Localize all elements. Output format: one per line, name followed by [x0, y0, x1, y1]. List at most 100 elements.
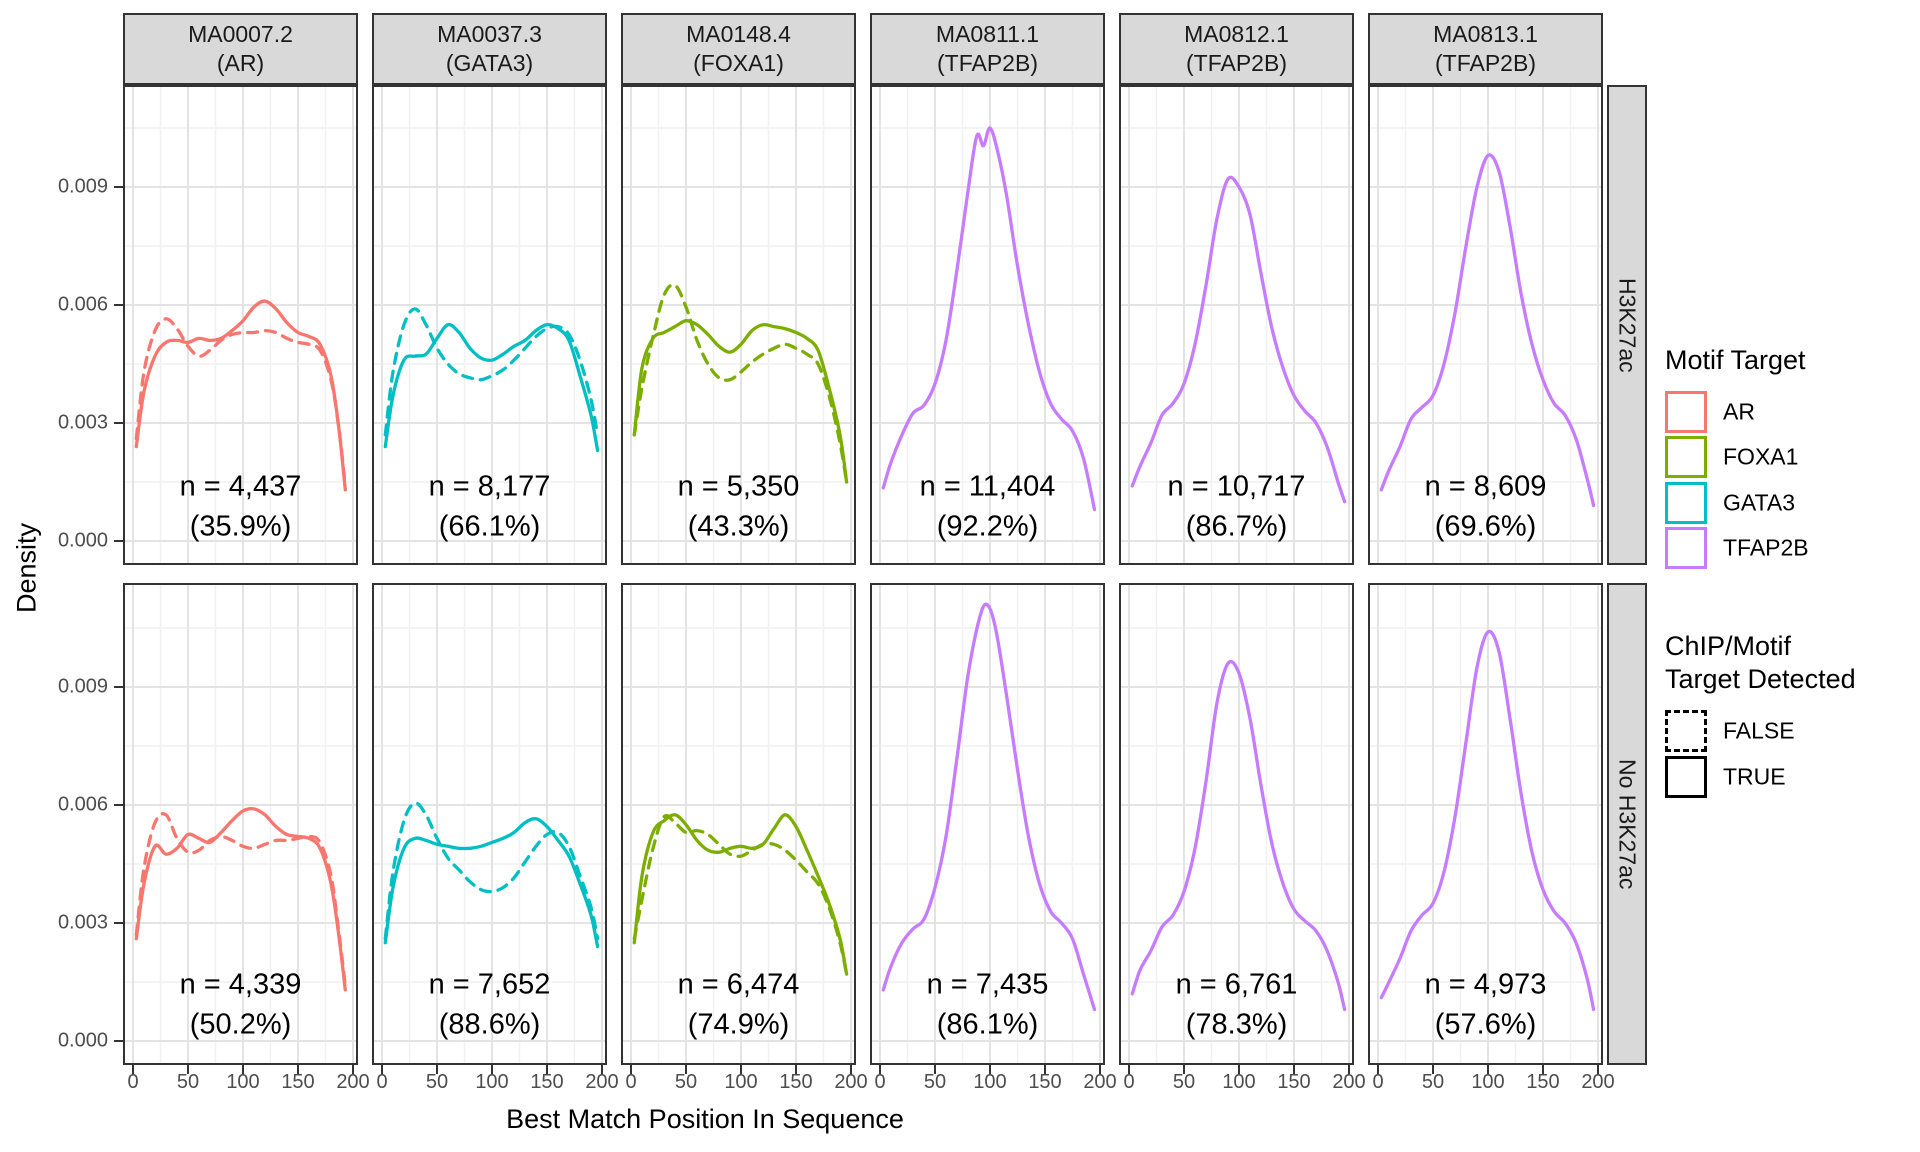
legend-key-tfap2b	[1665, 526, 1707, 569]
panel-canvas	[1368, 85, 1603, 565]
panel-border	[870, 583, 1105, 1065]
panel-canvas	[621, 583, 856, 1065]
y-tick-label: 0.000	[57, 1029, 108, 1052]
y-tick-mark	[114, 804, 123, 806]
legend-label-true: TRUE	[1723, 763, 1786, 789]
x-tick-label: 50	[176, 1071, 200, 1093]
facet-strip-MA0148.4: MA0148.4 (FOXA1)	[621, 13, 856, 85]
x-tick-mark	[1348, 1065, 1350, 1074]
annotation-n: n = 8,609	[1424, 470, 1547, 503]
panel-MA0007.2-row2	[123, 583, 358, 1065]
density-curve-TFAP2B-true	[1130, 659, 1347, 1012]
panel-MA0037.3-row1	[372, 85, 607, 565]
x-tick-mark	[1542, 1065, 1544, 1074]
facet-strip-MA0811.1: MA0811.1 (TFAP2B)	[870, 13, 1105, 85]
annotation-pct: (57.6%)	[1434, 1008, 1537, 1041]
density-curve-TFAP2B-true	[1379, 153, 1596, 508]
panel-canvas	[123, 583, 358, 1065]
annotation-pct: (66.1%)	[438, 510, 541, 543]
x-tick-label: 100	[1471, 1071, 1505, 1093]
x-tick-mark	[685, 1065, 687, 1074]
legend-label-gata3: GATA3	[1723, 489, 1795, 516]
panel-canvas	[870, 85, 1105, 565]
panel-MA0148.4-row2	[621, 583, 856, 1065]
y-tick-mark	[114, 922, 123, 924]
panel-border	[123, 583, 358, 1065]
panel-background	[1368, 85, 1603, 565]
x-tick-label: 100	[226, 1071, 260, 1093]
x-tick-label: 150	[281, 1071, 315, 1093]
annotation-n: n = 7,652	[428, 968, 551, 1001]
x-tick-mark	[1377, 1065, 1379, 1074]
annotation-pct: (50.2%)	[189, 1008, 292, 1041]
y-tick-mark	[114, 304, 123, 306]
density-curve-AR-false	[134, 317, 347, 488]
x-tick-label: 0	[376, 1071, 388, 1093]
panel-border	[1119, 583, 1354, 1065]
x-tick-mark	[934, 1065, 936, 1074]
panel-canvas	[1368, 583, 1603, 1065]
facet-strip-line2: (GATA3)	[445, 50, 534, 76]
legend-title-motif-target: Motif Target	[1665, 345, 1806, 375]
panel-MA0007.2-row1	[123, 85, 358, 565]
legend-label-tfap2b: TFAP2B	[1723, 534, 1809, 561]
y-tick-label: 0.006	[57, 793, 108, 816]
panel-MA0813.1-row2	[1368, 583, 1603, 1065]
x-tick-label: 0	[127, 1071, 139, 1093]
panel-border	[1119, 85, 1354, 565]
facet-strip-MA0813.1: MA0813.1 (TFAP2B)	[1368, 13, 1603, 85]
legend-key-false	[1665, 710, 1707, 752]
y-tick-label: 0.009	[57, 675, 108, 698]
annotation-n: n = 5,350	[677, 470, 800, 503]
x-tick-label: 200	[336, 1071, 370, 1093]
legend-key-gata3	[1665, 481, 1707, 524]
x-tick-mark	[1099, 1065, 1101, 1074]
panel-MA0037.3-row2	[372, 583, 607, 1065]
x-tick-label: 200	[1083, 1071, 1117, 1093]
panel-canvas	[372, 583, 607, 1065]
x-tick-label: 200	[1332, 1071, 1366, 1093]
facet-strip-line1: MA0007.2	[188, 21, 293, 47]
x-tick-label: 100	[724, 1071, 758, 1093]
density-curve-GATA3-false	[383, 307, 600, 437]
y-tick-label: 0.006	[57, 293, 108, 316]
density-curve-FOXA1-true	[632, 813, 849, 976]
x-tick-label: 150	[1526, 1071, 1560, 1093]
legend-key-ar	[1665, 391, 1707, 433]
x-axis-title: Best Match Position In Sequence	[506, 1104, 904, 1134]
panel-border	[870, 85, 1105, 565]
y-tick-mark	[114, 186, 123, 188]
row-strip-1: H3K27ac	[1607, 85, 1647, 565]
panel-canvas	[621, 85, 856, 565]
panel-background	[621, 85, 856, 565]
panel-canvas	[1119, 85, 1354, 565]
x-tick-mark	[381, 1065, 383, 1074]
panel-MA0811.1-row2	[870, 583, 1105, 1065]
annotation-pct: (74.9%)	[687, 1008, 790, 1041]
panel-MA0811.1-row1	[870, 85, 1105, 565]
x-tick-mark	[795, 1065, 797, 1074]
panel-background	[1119, 85, 1354, 565]
x-tick-label: 50	[425, 1071, 449, 1093]
y-tick-label: 0.003	[57, 411, 108, 434]
x-tick-label: 200	[585, 1071, 619, 1093]
x-tick-label: 150	[530, 1071, 564, 1093]
y-tick-mark	[114, 1040, 123, 1042]
x-tick-mark	[1487, 1065, 1489, 1074]
legend-key-true	[1665, 755, 1707, 798]
facet-strip-MA0007.2: MA0007.2 (AR)	[123, 13, 358, 85]
panel-background	[372, 583, 607, 1065]
facet-strip-line1: MA0813.1	[1433, 21, 1538, 47]
legend-label-false: FALSE	[1723, 717, 1795, 744]
x-tick-label: 150	[779, 1071, 813, 1093]
facet-strip-MA0812.1: MA0812.1 (TFAP2B)	[1119, 13, 1354, 85]
x-tick-label: 50	[1172, 1071, 1196, 1093]
annotation-n: n = 11,404	[919, 470, 1056, 503]
x-tick-mark	[352, 1065, 354, 1074]
facet-strip-line1: MA0037.3	[437, 21, 542, 47]
x-tick-mark	[297, 1065, 299, 1074]
annotation-n: n = 4,339	[179, 968, 302, 1001]
x-tick-mark	[187, 1065, 189, 1074]
facet-strip-line1: MA0148.4	[686, 21, 791, 47]
x-tick-mark	[1183, 1065, 1185, 1074]
